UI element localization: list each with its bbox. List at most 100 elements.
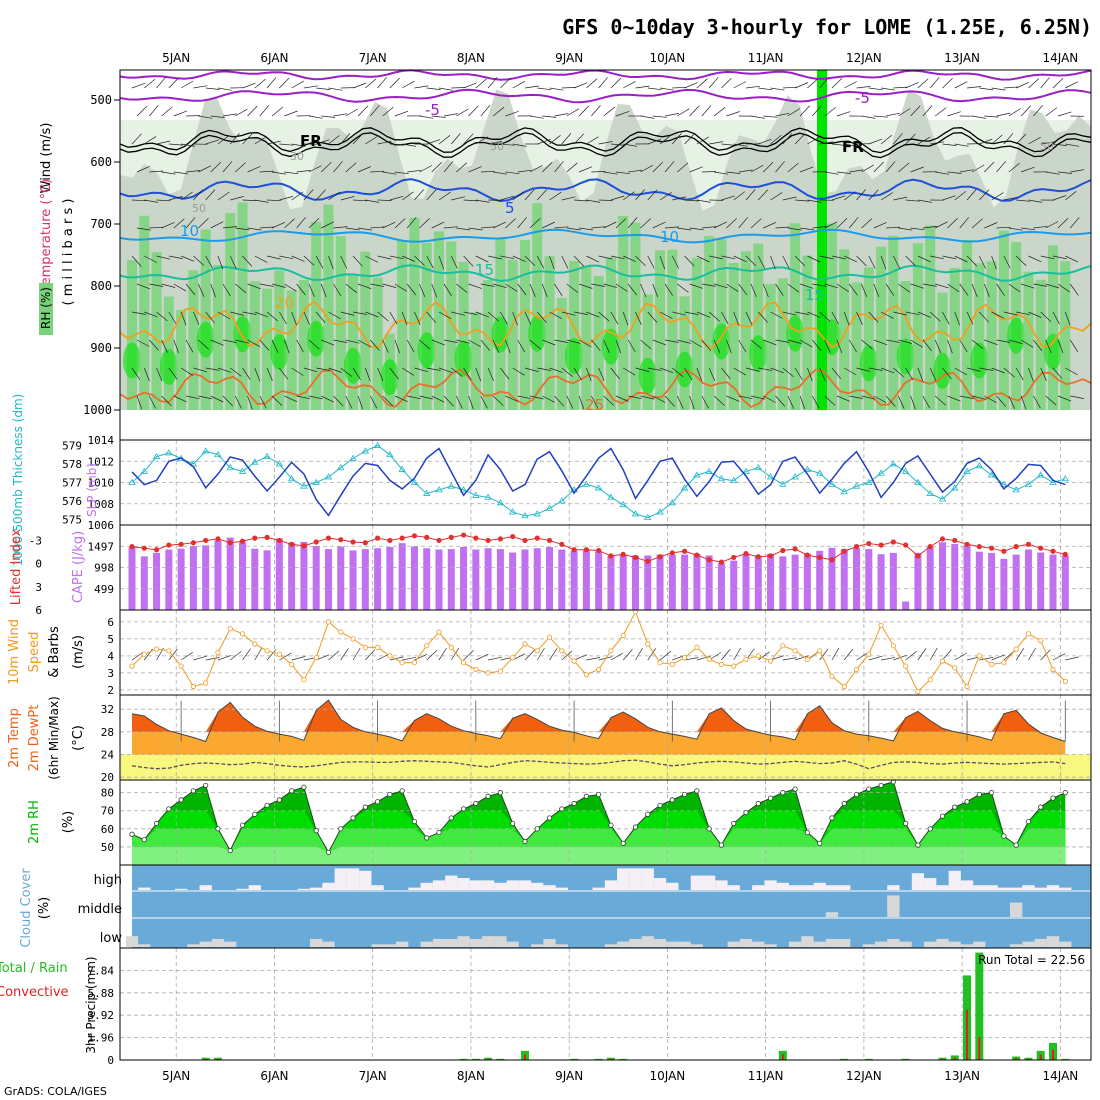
wind-barb <box>345 339 360 344</box>
wind-barb <box>824 221 838 229</box>
wind-barb <box>131 311 146 315</box>
li-line-point <box>988 545 995 551</box>
rh2m-line-point <box>718 842 725 848</box>
wind-barb <box>942 255 957 260</box>
thickness-line-point <box>668 499 677 506</box>
pressure-tick-label: 1000 <box>83 403 112 417</box>
wind10m-barb <box>266 649 277 661</box>
wind-barb <box>308 395 323 400</box>
wind-barb <box>235 283 247 294</box>
wind-barb <box>750 339 763 350</box>
wind-barb <box>443 226 458 229</box>
thickness-line-point <box>435 486 443 493</box>
wind-barb <box>512 143 527 147</box>
wind-barb <box>696 78 708 89</box>
wind10m-line-point <box>1062 678 1068 685</box>
wind-barb <box>979 367 994 371</box>
li-line-point <box>239 538 246 544</box>
wind-barb <box>770 311 784 319</box>
wind-barb <box>210 283 216 298</box>
rh2m-line-point <box>694 788 700 794</box>
wind-barb <box>414 367 428 373</box>
wind-barb <box>328 311 341 320</box>
wind-barb <box>377 77 387 89</box>
wind-barb <box>143 367 150 382</box>
wind-barb <box>401 191 414 201</box>
wind-barb <box>1003 367 1015 378</box>
li-line-point <box>706 557 712 563</box>
wind-barb <box>512 255 526 262</box>
wind-barb <box>1028 367 1034 382</box>
li-line-point <box>301 543 307 549</box>
wind10m-barb <box>929 647 938 661</box>
wind10m-barb <box>242 648 251 661</box>
rh2m-line-point <box>903 820 909 827</box>
wind-barb <box>254 311 269 318</box>
li-line-point <box>510 533 516 540</box>
wind10m-line-point <box>583 671 589 678</box>
rh-column <box>925 225 936 410</box>
cape-bar <box>865 549 873 610</box>
thickness-line-point <box>1024 480 1033 487</box>
cloud-bar <box>346 868 360 890</box>
li-line-point <box>350 539 356 545</box>
slp-label: SLP (mb) <box>85 463 99 517</box>
wind-barb <box>328 191 341 201</box>
wind-barb <box>598 141 613 145</box>
rh2m-line-point <box>1038 804 1044 810</box>
li-line-point <box>153 547 160 553</box>
rh2m-tick-label: 80 <box>101 787 114 800</box>
wind-barb <box>664 395 675 407</box>
cape-bar <box>447 549 455 610</box>
wind-barb <box>505 171 520 175</box>
wind-barb <box>996 283 1005 296</box>
li-line-point <box>571 547 577 553</box>
wind-barb <box>345 227 360 231</box>
wind-barb <box>271 283 286 288</box>
cape-bar <box>140 556 148 610</box>
wind-barb <box>242 82 256 89</box>
rh-cell <box>270 334 289 371</box>
cloud-bar <box>997 887 1011 890</box>
li-line-point <box>1001 548 1007 554</box>
cloud-bar <box>199 941 212 947</box>
wind10m-line-point <box>473 666 479 673</box>
thickness-line-point <box>656 508 664 515</box>
thickness-line-point <box>889 460 898 467</box>
wind10m-barb <box>279 652 292 661</box>
dewpoint-band <box>120 754 1091 780</box>
wind-barb <box>185 339 194 353</box>
thickness-line-point <box>275 460 284 467</box>
wind-barb <box>198 339 210 350</box>
wind-barb <box>758 189 769 201</box>
wind-barb <box>475 136 488 145</box>
wind10m-barb <box>463 649 474 661</box>
wind-barb <box>488 141 502 145</box>
precip-total-label: Total / Rain <box>0 961 68 976</box>
rh2m-line-point <box>767 795 774 801</box>
rh2m-tick-label: 70 <box>101 805 114 818</box>
wind-barb <box>701 395 709 409</box>
wind-barb <box>721 367 731 380</box>
wind-barb <box>517 283 527 296</box>
temp2m-max-area <box>132 700 1066 732</box>
wind-barb <box>205 189 216 201</box>
wind-barb <box>733 81 747 89</box>
rh-cell <box>159 348 178 385</box>
wind-barb <box>235 108 248 117</box>
li-line-point <box>227 540 233 546</box>
wind-barb <box>800 283 814 289</box>
wind-barb <box>1069 283 1079 296</box>
li-tick-label: -3 <box>29 534 42 547</box>
wind-barb <box>303 189 314 201</box>
thickness-line-point <box>508 508 517 515</box>
thickness-line-point <box>926 489 934 496</box>
wind-barb <box>173 283 187 292</box>
cloud-bar <box>653 878 667 890</box>
wind-barb <box>610 77 622 89</box>
wind-barb <box>721 77 732 89</box>
wind-barb <box>787 162 799 173</box>
wind-barb <box>721 255 736 260</box>
rh-column <box>1060 261 1071 410</box>
